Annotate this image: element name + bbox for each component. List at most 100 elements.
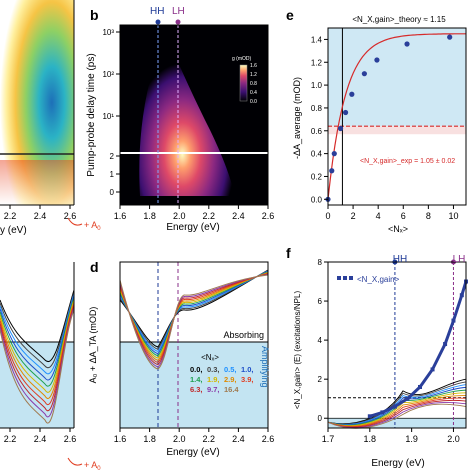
panel-e-ytick-label: 0.6 — [311, 127, 323, 136]
panel-d-gain-bg — [120, 342, 268, 428]
panel-b-colorbar-title: g (mOD) — [232, 56, 252, 62]
panel-f-hh-label: HH — [393, 254, 407, 265]
panel-f-gain-bg — [328, 418, 466, 428]
panel-b-hh-label: HH — [150, 6, 164, 17]
panel-b-hh-marker — [155, 19, 161, 25]
panel-f-frame — [327, 261, 467, 429]
panel-c-curve — [0, 297, 75, 387]
panel-b-xtick-label: 1.6 — [114, 211, 127, 221]
panel-c-curve — [0, 301, 75, 399]
panel-d-xtick-label: 2.2 — [203, 434, 216, 444]
panel-f-xtick-label: 1.7 — [322, 434, 335, 444]
panel-d-legend-entry: 0.3, — [207, 365, 220, 374]
panel-f: f 1.7 1.8 1.9 2.0 0 2 4 6 8 Energy (eV) <N_X,gai… — [286, 245, 468, 469]
panel-d-xtick-label: 1.8 — [143, 434, 156, 444]
panel-c-curve — [0, 291, 75, 369]
panel-a-xtick-label: 2.2 — [4, 211, 17, 221]
panel-f-trace — [327, 399, 467, 428]
panel-e-error-band — [328, 126, 466, 135]
panel-d-legend-entry: 2.9, — [224, 375, 237, 384]
panel-c-curve — [0, 299, 75, 393]
panel-b-colorbar-tick: 1.6 — [250, 63, 257, 69]
panel-e-data-point — [331, 151, 337, 157]
panel-b-xtick-label: 2.4 — [232, 211, 245, 221]
panel-d-xtick-label: 2.0 — [173, 434, 186, 444]
panel-b-ytick-label: 1 — [110, 170, 115, 179]
panel-f-ytick-label: 0 — [318, 414, 323, 423]
panel-d-legend-entry: 1.9, — [207, 375, 220, 384]
panel-c-xtick-label: 2.4 — [34, 434, 47, 444]
panel-f-xtick-label: 2.0 — [447, 434, 460, 444]
panel-e-xtick-label: 4 — [376, 211, 381, 221]
panel-f-lh-label: LH — [453, 254, 466, 265]
panel-c-curve — [0, 295, 75, 381]
panel-d-legend-entry: 3.9, — [241, 375, 254, 384]
panel-f-trace — [327, 395, 467, 427]
panel-f-gain-point — [380, 410, 385, 415]
panel-d-legend-entry: 16.4 — [224, 385, 239, 394]
panel-f-legend-label: <N_X,gain> — [357, 275, 400, 284]
panel-e-exp-label: <N_X,gain>_exp = 1.05 ± 0.02 — [360, 158, 455, 165]
panel-e-data-point — [342, 109, 349, 116]
panel-e-frame — [327, 27, 467, 206]
panel-c-curve — [0, 289, 75, 363]
panel-e-xtick-label: 6 — [401, 211, 406, 221]
panel-f-gain-point — [367, 414, 372, 419]
panel-e-ytick-label: 0.4 — [311, 150, 323, 159]
panel-d-legend-title: <Nₓ> — [201, 353, 219, 362]
panel-f-gain-point — [418, 384, 422, 389]
panel-f-gain-point — [430, 367, 435, 372]
panel-e-data-point — [374, 57, 380, 63]
plus-a0-annotation-bottom: + A0 — [67, 457, 101, 472]
panel-f-legend-marker-3 — [349, 276, 353, 280]
panel-f-letter: f — [286, 245, 291, 261]
panel-d-curve — [119, 274, 269, 370]
panel-d-frame — [119, 261, 269, 429]
panel-f-trace — [327, 386, 467, 426]
panel-b-letter: b — [90, 7, 99, 23]
panel-b-ytick-label: 2 — [110, 152, 115, 161]
panel-b-xtick-label: 1.8 — [143, 211, 156, 221]
panel-f-gain-point — [459, 293, 464, 298]
panel-b-lh-marker — [175, 19, 181, 25]
panel-f-legend-marker-2 — [343, 276, 347, 280]
panel-e-ytick-label: 0.8 — [311, 104, 323, 113]
panel-b-ylabel: Pump-probe delay time (ps) — [86, 53, 97, 176]
panel-b-lh-label: LH — [172, 6, 185, 17]
panel-c-curve — [0, 309, 75, 424]
panel-f-xlabel: Energy (eV) — [371, 458, 424, 469]
panel-f-ytick-label: 2 — [318, 375, 323, 384]
panel-b-xlabel: Energy (eV) — [166, 222, 219, 233]
plus-a0-annotation-top: + A0 — [67, 217, 101, 232]
plus-a0-arrow-top — [67, 217, 83, 226]
panel-e-data-point — [349, 91, 355, 97]
panel-c-xtick-label: 2.2 — [4, 434, 17, 444]
panel-b-heatmap-blob — [139, 30, 235, 196]
panel-d-xtick-label: 1.6 — [114, 434, 127, 444]
panel-b-ytick-label: 0 — [110, 188, 115, 197]
panel-c-curve — [0, 307, 75, 418]
panel-d-amplifying-label: Amplifying — [260, 346, 270, 388]
panel-b-colorbar-tick: 0.0 — [250, 99, 257, 105]
panel-b-xtick-label: 2.2 — [203, 211, 216, 221]
panel-d: d Absorbing Amplifying <Nₓ> 0.0, 0.3, 0.5,… — [88, 259, 274, 458]
panel-b-ytick-label: 10¹ — [102, 112, 114, 121]
panel-e-fit-curve — [327, 33, 466, 200]
panel-f-gain-point — [451, 318, 456, 323]
panel-a-xlabel: y (eV) — [0, 225, 27, 236]
panel-e-data-point — [447, 34, 453, 40]
panel-e-letter: e — [286, 7, 294, 23]
panel-f-legend-marker-1 — [337, 276, 341, 280]
panel-c-curve — [0, 303, 75, 406]
panel-c-curve — [0, 293, 75, 375]
panel-f-ylabel: <N_X,gain> (E) (excitations/NPL) — [293, 291, 302, 410]
panel-a-lower-band — [0, 160, 74, 205]
panel-b-colorbar-tick: 0.4 — [250, 90, 257, 96]
panel-c-curve — [0, 305, 75, 412]
panel-e-xlabel: <Nₓ> — [388, 224, 408, 234]
panel-f-gain-point — [405, 396, 410, 401]
panel-d-legend-entry: 0.5, — [224, 365, 237, 374]
panel-f-ytick-label: 6 — [318, 297, 323, 306]
panel-f-gain-point — [443, 342, 448, 347]
